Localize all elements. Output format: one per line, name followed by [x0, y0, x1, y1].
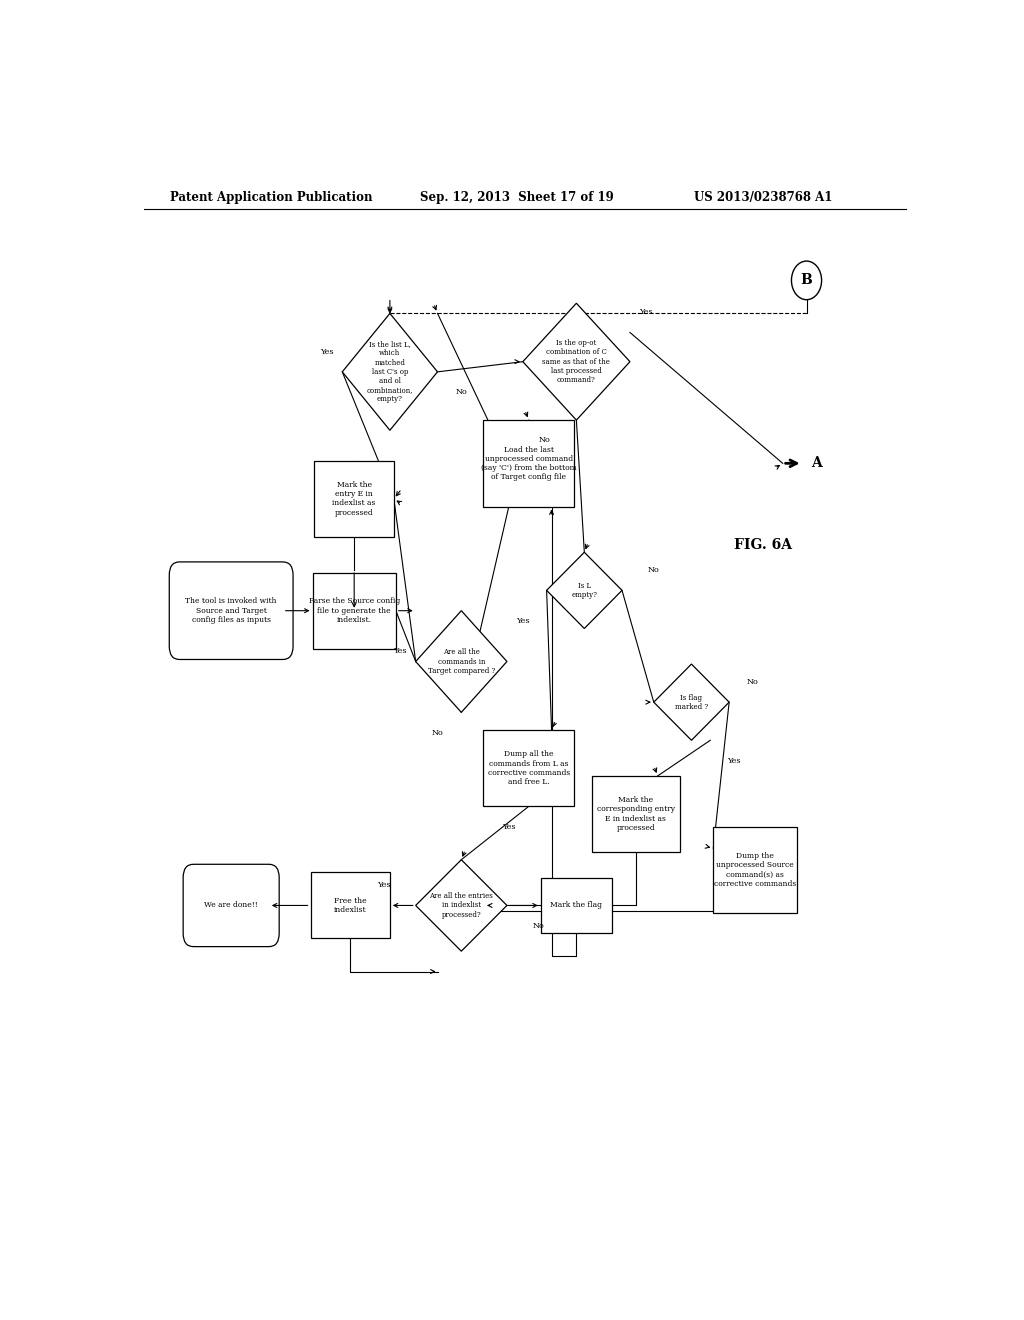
- Text: Free the
indexlist: Free the indexlist: [334, 896, 367, 913]
- Text: Yes: Yes: [319, 347, 333, 355]
- Text: Yes: Yes: [502, 822, 516, 830]
- Text: US 2013/0238768 A1: US 2013/0238768 A1: [693, 190, 833, 203]
- Polygon shape: [342, 313, 437, 430]
- Text: Is L
empty?: Is L empty?: [571, 582, 597, 599]
- Polygon shape: [416, 859, 507, 952]
- FancyBboxPatch shape: [314, 461, 394, 537]
- Text: Yes: Yes: [377, 882, 391, 890]
- Text: Yes: Yes: [727, 756, 740, 764]
- Polygon shape: [653, 664, 729, 741]
- FancyBboxPatch shape: [312, 573, 396, 649]
- Polygon shape: [416, 611, 507, 713]
- Text: A: A: [811, 457, 821, 470]
- Text: Is the op-ot
combination of C
same as that of the
last processed
command?: Is the op-ot combination of C same as th…: [543, 339, 610, 384]
- FancyBboxPatch shape: [714, 826, 797, 913]
- Text: No: No: [539, 437, 551, 445]
- Polygon shape: [547, 552, 622, 628]
- Text: No: No: [748, 678, 759, 686]
- FancyBboxPatch shape: [483, 420, 574, 507]
- Text: Mark the
entry E in
indexlist as
processed: Mark the entry E in indexlist as process…: [333, 480, 376, 516]
- Text: We are done!!: We are done!!: [205, 902, 258, 909]
- FancyBboxPatch shape: [183, 865, 280, 946]
- Polygon shape: [523, 304, 630, 420]
- Text: Dump all the
commands from L as
corrective commands
and free L.: Dump all the commands from L as correcti…: [487, 751, 570, 785]
- Text: No: No: [648, 566, 659, 574]
- Text: Load the last
unprocessed command
(say 'C') from the bottom
of Target config fil: Load the last unprocessed command (say '…: [481, 446, 577, 480]
- Text: Yes: Yes: [393, 647, 407, 655]
- Text: Is the list L,
which
matched
last C's op
and ol
combination,
empty?: Is the list L, which matched last C's op…: [367, 341, 413, 404]
- Text: The tool is invoked with
Source and Target
config files as inputs: The tool is invoked with Source and Targ…: [185, 598, 276, 624]
- FancyBboxPatch shape: [310, 873, 390, 939]
- Text: Mark the flag: Mark the flag: [550, 902, 602, 909]
- Text: Are all the
commands in
Target compared ?: Are all the commands in Target compared …: [428, 648, 495, 675]
- Text: B: B: [801, 273, 812, 288]
- Text: No: No: [432, 729, 443, 737]
- Text: Dump the
unprocessed Source
command(s) as
corrective commands: Dump the unprocessed Source command(s) a…: [714, 853, 796, 887]
- Text: No: No: [532, 921, 545, 929]
- FancyBboxPatch shape: [541, 878, 612, 933]
- FancyBboxPatch shape: [592, 776, 680, 853]
- Text: Yes: Yes: [516, 616, 529, 624]
- Text: Is flag
marked ?: Is flag marked ?: [675, 693, 708, 710]
- Text: Parse the Source config
file to generate the
indexlist.: Parse the Source config file to generate…: [308, 598, 399, 624]
- Text: FIG. 6A: FIG. 6A: [734, 537, 792, 552]
- Text: Patent Application Publication: Patent Application Publication: [170, 190, 372, 203]
- Circle shape: [792, 261, 821, 300]
- FancyBboxPatch shape: [483, 730, 574, 807]
- FancyBboxPatch shape: [169, 562, 293, 660]
- Text: Mark the
corresponding entry
E in indexlist as
processed: Mark the corresponding entry E in indexl…: [597, 796, 675, 832]
- Text: Yes: Yes: [639, 308, 652, 315]
- Text: Are all the entries
in indexlist
processed?: Are all the entries in indexlist process…: [429, 892, 494, 919]
- Text: No: No: [456, 388, 467, 396]
- Text: Sep. 12, 2013  Sheet 17 of 19: Sep. 12, 2013 Sheet 17 of 19: [420, 190, 613, 203]
